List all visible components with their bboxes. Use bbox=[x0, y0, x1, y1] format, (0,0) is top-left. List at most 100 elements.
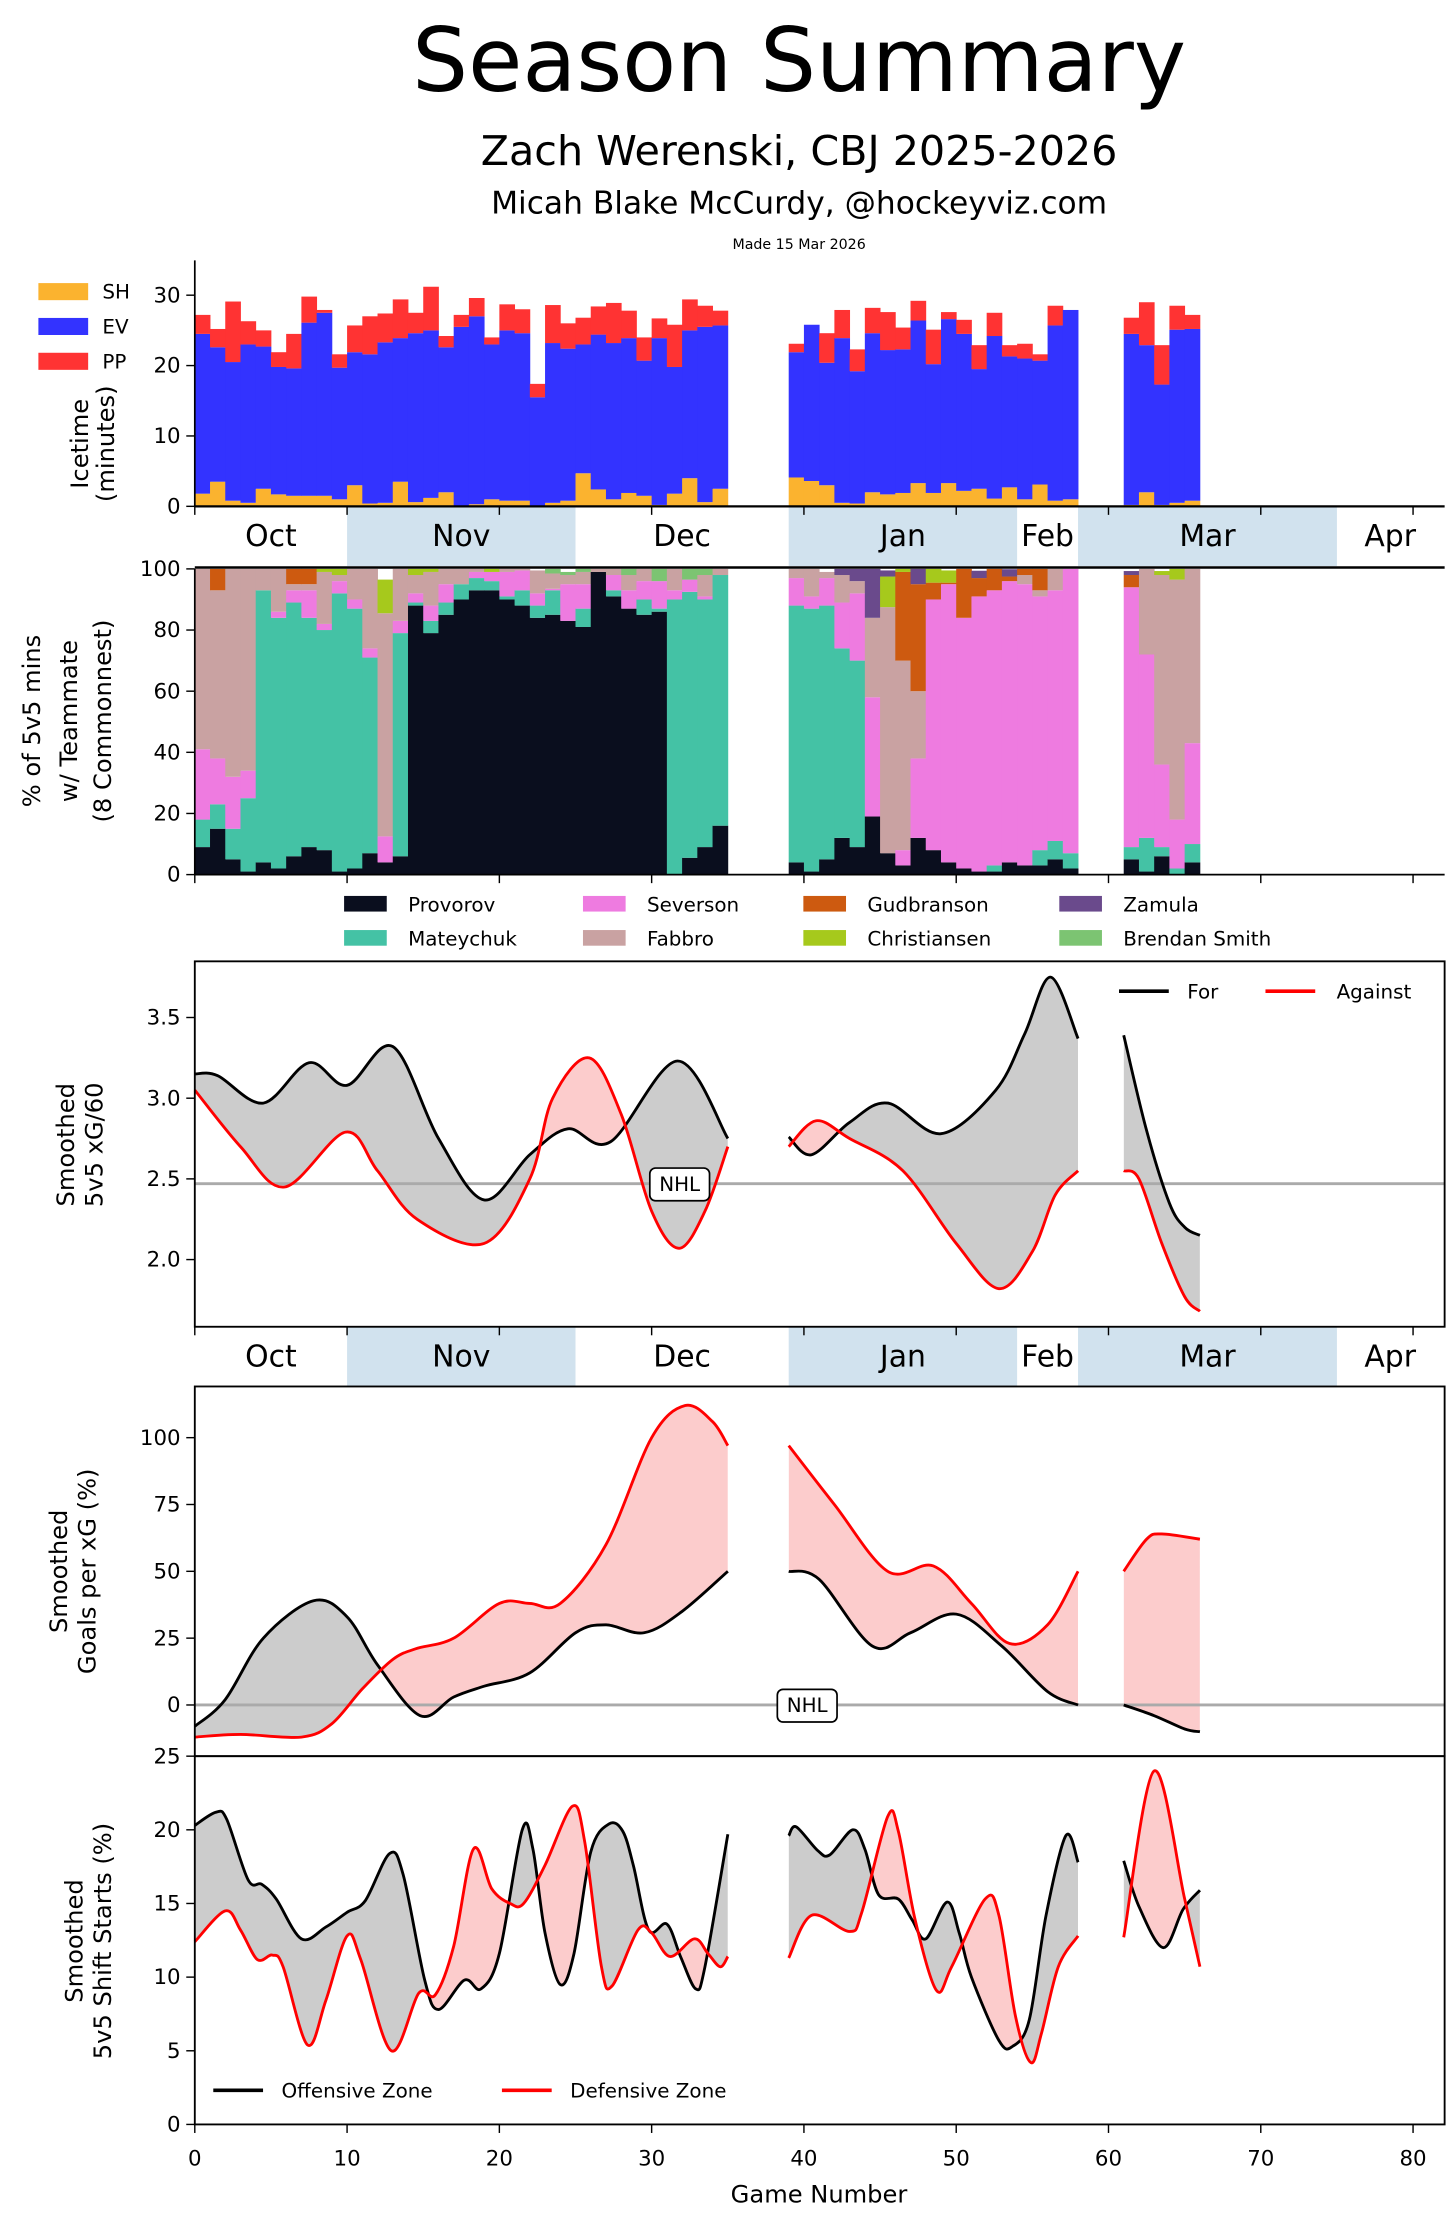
bar-ev-game-7 bbox=[301, 322, 318, 496]
bar-severson-game-41 bbox=[819, 578, 835, 606]
bar-sh-game-14 bbox=[407, 502, 424, 507]
bar-sh-game-8 bbox=[316, 495, 333, 507]
bar-severson-game-39 bbox=[788, 578, 805, 606]
bar-provorov-game-18 bbox=[468, 590, 485, 875]
bar-fabbro-game-10 bbox=[347, 568, 363, 600]
bar-fabbro-game-4 bbox=[255, 568, 272, 591]
legend-label-christiansen: Christiansen bbox=[867, 928, 991, 951]
bar-severson-game-13 bbox=[392, 620, 409, 634]
bar-pp-game-63 bbox=[1154, 345, 1170, 385]
bar-pp-game-50 bbox=[956, 319, 972, 334]
bar-severson-game-19 bbox=[484, 571, 500, 582]
bar-ev-game-9 bbox=[331, 367, 348, 500]
bar-mateychuk-game-63 bbox=[1154, 847, 1170, 857]
bar-fabbro-game-24 bbox=[560, 575, 576, 585]
bar-ev-game-0 bbox=[194, 333, 211, 494]
bar-pp-game-47 bbox=[910, 300, 927, 321]
nhl-label-box bbox=[776, 1688, 838, 1723]
bar-severson-game-0 bbox=[194, 749, 211, 820]
nhl-label: NHL bbox=[776, 1688, 838, 1723]
bar-severson-game-1 bbox=[210, 758, 226, 805]
bar-sh-game-57 bbox=[1062, 499, 1079, 507]
bar-sh-game-31 bbox=[666, 493, 683, 507]
nhl-label-text: NHL bbox=[787, 1694, 828, 1717]
y-tick-label: 40 bbox=[153, 740, 180, 765]
y-axis-label: Smoothed bbox=[45, 1510, 73, 1633]
bar-pp-game-21 bbox=[514, 309, 531, 334]
bar-provorov-game-39 bbox=[788, 862, 805, 875]
legend-label-defensive-zone: Defensive Zone bbox=[570, 2079, 726, 2102]
y-tick-label: 20 bbox=[153, 802, 180, 827]
bar-gudbranson-game-48 bbox=[925, 582, 942, 600]
axes-frame bbox=[193, 1755, 1446, 2126]
bar-ev-game-31 bbox=[666, 366, 683, 494]
bar-provorov-game-49 bbox=[940, 862, 957, 875]
bar-severson-game-55 bbox=[1032, 596, 1049, 851]
bar-fabbro-game-55 bbox=[1032, 590, 1049, 597]
bar-pp-game-48 bbox=[925, 329, 942, 365]
bar-ev-game-56 bbox=[1047, 325, 1064, 501]
bar-mateychuk-game-61 bbox=[1123, 847, 1140, 860]
bar-sh-game-9 bbox=[331, 499, 348, 507]
line-against bbox=[194, 1403, 730, 1739]
bar-ev-game-1 bbox=[210, 347, 226, 482]
bar-fabbro-game-23 bbox=[545, 573, 561, 589]
bar-severson-game-16 bbox=[438, 584, 455, 603]
bar-severson-game-22 bbox=[529, 593, 546, 606]
bar-mateychuk-game-64 bbox=[1169, 868, 1186, 875]
bar-pp-game-64 bbox=[1169, 305, 1186, 330]
bar-mateychuk-game-41 bbox=[819, 605, 835, 860]
figure-author: Micah Blake McCurdy, @hockeyviz.com bbox=[491, 185, 1107, 221]
bar-sh-game-48 bbox=[925, 492, 942, 507]
bar-severson-game-33 bbox=[697, 596, 713, 600]
bar-provorov-game-19 bbox=[484, 590, 500, 875]
bar-severson-game-15 bbox=[423, 605, 439, 621]
legend-label-provorov: Provorov bbox=[408, 894, 495, 917]
x-tick-label: 50 bbox=[943, 2147, 970, 2172]
bar-sh-game-50 bbox=[956, 490, 972, 507]
bar-fabbro-game-17 bbox=[453, 568, 470, 585]
bar-ev-game-44 bbox=[864, 333, 881, 493]
bar-severson-game-63 bbox=[1154, 764, 1170, 848]
bar-fabbro-game-0 bbox=[194, 568, 211, 750]
nhl-label-box bbox=[648, 1167, 711, 1202]
bar-mateychuk-game-18 bbox=[468, 578, 485, 591]
line-for bbox=[1122, 1034, 1201, 1237]
y-tick-label: 15 bbox=[153, 1892, 180, 1917]
bar-pp-game-42 bbox=[834, 309, 851, 339]
bar-pp-game-32 bbox=[682, 299, 698, 331]
fill-against-above-for bbox=[194, 1057, 728, 1200]
bar-ev-game-50 bbox=[956, 333, 972, 491]
bar-provorov-game-21 bbox=[514, 605, 531, 875]
bar-provorov-game-2 bbox=[225, 859, 241, 875]
bar-sh-game-44 bbox=[864, 492, 881, 507]
bar-pp-game-18 bbox=[468, 298, 485, 317]
bar-pp-game-41 bbox=[819, 333, 835, 363]
legend-label-for: For bbox=[1187, 980, 1219, 1003]
bar-mateychuk-game-0 bbox=[194, 819, 211, 848]
bar-sh-game-47 bbox=[910, 483, 927, 507]
bar-gudbranson-game-46 bbox=[895, 571, 911, 661]
bar-fabbro-game-13 bbox=[392, 568, 409, 621]
legend-swatch-provorov bbox=[344, 895, 387, 912]
bar-fabbro-game-34 bbox=[712, 568, 729, 576]
month-label-apr: Apr bbox=[1364, 519, 1416, 554]
line-offensive-zone bbox=[1122, 1860, 1201, 1950]
bar-gudbranson-game-49 bbox=[940, 582, 957, 585]
bar-zamula-game-47 bbox=[910, 568, 927, 585]
bar-ev-game-48 bbox=[925, 364, 942, 493]
bar-sh-game-5 bbox=[270, 494, 287, 507]
bar-zamula-game-53 bbox=[1001, 569, 1018, 577]
bar-ev-game-18 bbox=[468, 316, 485, 505]
bar-ev-game-11 bbox=[362, 354, 378, 504]
bar-ev-game-62 bbox=[1138, 345, 1155, 493]
bar-gudbranson-game-7 bbox=[301, 568, 318, 585]
bar-ev-game-53 bbox=[1001, 356, 1018, 488]
bar-severson-game-29 bbox=[636, 581, 653, 600]
y-tick-label: 2.0 bbox=[147, 1248, 181, 1273]
bar-sh-game-13 bbox=[392, 481, 409, 507]
bar-fabbro-game-25 bbox=[575, 571, 592, 585]
bar-fabbro-game-6 bbox=[286, 584, 302, 591]
bar-fabbro-game-39 bbox=[788, 568, 805, 579]
